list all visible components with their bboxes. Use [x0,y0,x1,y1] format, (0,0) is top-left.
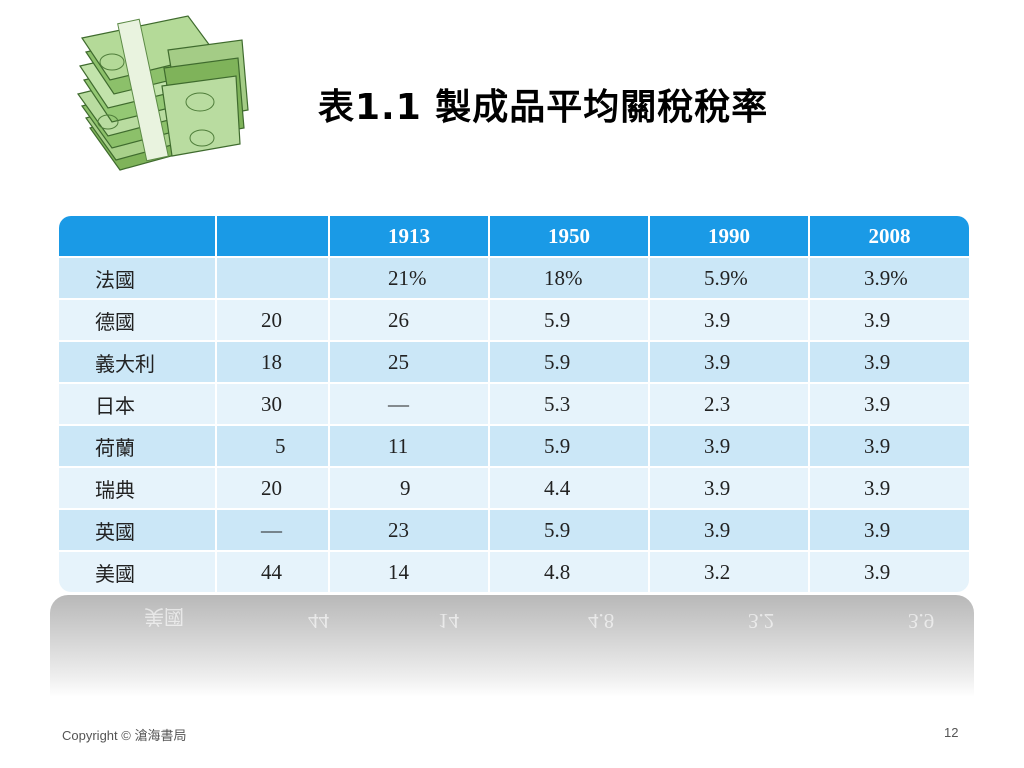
country-cell: 日本 [59,384,217,426]
slide-title: 表1.1 製成品平均關稅稅率 [318,87,769,128]
table-reflection: 美國 44 14 4.8 3.2 3.9 [50,595,974,697]
value-cell: 44 [217,552,330,592]
reflection-cell: 3.9 [908,609,935,633]
country-cell: 法國 [59,258,217,300]
value-cell: — [330,384,490,426]
value-cell: 3.9 [650,510,810,552]
reflection-cell: 3.2 [748,609,775,633]
value-cell: 2.3 [650,384,810,426]
money-stack-icon [76,15,249,171]
value-cell: 5 [217,426,330,468]
value-cell: 3.9 [810,510,969,552]
reflection-cell: 44 [308,609,329,633]
value-cell: 5.9% [650,258,810,300]
header-cell: 1950 [490,216,650,258]
table-row: 荷蘭 5 11 5.9 3.9 3.9 [59,426,969,468]
country-cell: 英國 [59,510,217,552]
value-cell: 9 [330,468,490,510]
header-cell [59,216,217,258]
value-cell [217,258,330,300]
value-cell: 11 [330,426,490,468]
tariff-table: 1913 1950 1990 2008 法國 21% 18% 5.9% 3.9%… [59,216,969,592]
value-cell: 3.9 [650,342,810,384]
header-cell: 2008 [810,216,969,258]
value-cell: 3.9 [810,552,969,592]
table-row: 瑞典 20 9 4.4 3.9 3.9 [59,468,969,510]
value-cell: 3.9 [810,468,969,510]
value-cell: 3.9 [650,468,810,510]
header-cell: 1990 [650,216,810,258]
value-cell: 5.9 [490,426,650,468]
value-cell: 18% [490,258,650,300]
country-cell: 美國 [59,552,217,592]
reflection-cell: 4.8 [588,609,615,633]
table-row: 日本 30 — 5.3 2.3 3.9 [59,384,969,426]
value-cell: 3.9 [810,300,969,342]
value-cell: 5.9 [490,300,650,342]
table-row: 美國 44 14 4.8 3.2 3.9 [59,552,969,592]
copyright-text: Copyright © 滄海書局 [62,728,187,743]
country-cell: 德國 [59,300,217,342]
country-cell: 荷蘭 [59,426,217,468]
value-cell: 3.9 [650,426,810,468]
value-cell: — [217,510,330,552]
table-header-row: 1913 1950 1990 2008 [59,216,969,258]
value-cell: 3.9 [810,426,969,468]
value-cell: 20 [217,468,330,510]
value-cell: 4.8 [490,552,650,592]
value-cell: 3.9 [810,342,969,384]
value-cell: 25 [330,342,490,384]
value-cell: 23 [330,510,490,552]
value-cell: 3.9 [810,384,969,426]
value-cell: 3.9 [650,300,810,342]
table-row: 義大利 18 25 5.9 3.9 3.9 [59,342,969,384]
value-cell: 5.9 [490,510,650,552]
value-cell: 14 [330,552,490,592]
value-cell: 20 [217,300,330,342]
value-cell: 4.4 [490,468,650,510]
table-row: 法國 21% 18% 5.9% 3.9% [59,258,969,300]
reflection-cell: 美國 [144,605,184,629]
value-cell: 18 [217,342,330,384]
reflection-cell: 14 [438,609,459,633]
table-row: 德國 20 26 5.9 3.9 3.9 [59,300,969,342]
value-cell: 21% [330,258,490,300]
value-cell: 3.2 [650,552,810,592]
value-cell: 30 [217,384,330,426]
table-row: 英國 — 23 5.9 3.9 3.9 [59,510,969,552]
country-cell: 瑞典 [59,468,217,510]
header-cell [217,216,330,258]
value-cell: 3.9% [810,258,969,300]
page-number: 12 [944,725,959,740]
value-cell: 5.9 [490,342,650,384]
value-cell: 5.3 [490,384,650,426]
header-cell: 1913 [330,216,490,258]
country-cell: 義大利 [59,342,217,384]
value-cell: 26 [330,300,490,342]
